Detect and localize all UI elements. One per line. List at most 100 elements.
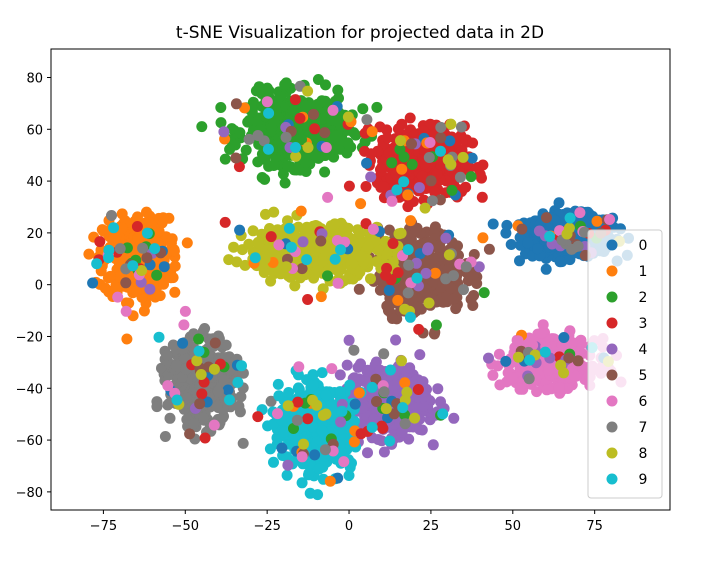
point-class-3 — [219, 216, 231, 228]
point-class-9 — [296, 477, 308, 489]
point-class-4 — [420, 267, 432, 279]
point-class-7 — [319, 444, 331, 456]
point-class-8 — [457, 151, 469, 163]
point-class-1 — [429, 267, 441, 279]
point-class-4 — [448, 412, 460, 424]
point-class-8 — [243, 238, 255, 250]
point-class-4 — [414, 349, 426, 361]
point-class-0 — [522, 237, 534, 249]
point-class-1 — [366, 126, 378, 138]
point-class-1 — [355, 198, 367, 210]
point-class-2 — [215, 102, 227, 113]
point-class-1 — [396, 163, 408, 175]
point-class-5 — [388, 408, 400, 420]
point-class-2 — [300, 157, 311, 169]
point-class-5 — [141, 252, 153, 264]
point-class-8 — [247, 225, 259, 237]
point-class-5 — [194, 398, 206, 410]
point-class-0 — [466, 152, 478, 164]
point-class-8 — [302, 85, 314, 97]
point-class-9 — [285, 241, 297, 253]
point-class-9 — [303, 467, 315, 479]
point-class-7 — [378, 348, 390, 360]
point-class-1 — [591, 215, 603, 227]
point-class-7 — [280, 131, 292, 143]
point-class-1 — [138, 305, 150, 317]
point-class-8 — [393, 228, 405, 240]
point-class-6 — [494, 379, 506, 391]
point-class-9 — [316, 425, 328, 437]
point-class-8 — [334, 265, 345, 277]
point-class-7 — [170, 360, 182, 372]
point-class-1 — [315, 291, 327, 303]
point-class-7 — [378, 386, 390, 398]
point-class-4 — [413, 182, 425, 194]
point-class-1 — [116, 222, 128, 234]
point-class-8 — [208, 363, 220, 375]
point-class-5 — [434, 194, 446, 206]
point-class-0 — [500, 355, 512, 367]
point-class-8 — [419, 202, 431, 214]
point-class-6 — [327, 104, 339, 116]
point-class-4 — [378, 446, 390, 458]
point-class-4 — [396, 426, 408, 438]
point-class-4 — [362, 447, 373, 459]
point-class-8 — [423, 297, 435, 309]
point-class-2 — [266, 122, 278, 134]
point-class-3 — [378, 181, 390, 193]
point-class-5 — [572, 355, 584, 367]
point-class-7 — [212, 386, 224, 398]
point-class-0 — [222, 384, 234, 396]
point-class-1 — [110, 282, 122, 294]
point-class-6 — [541, 384, 553, 396]
point-class-0 — [87, 277, 99, 289]
point-class-8 — [191, 355, 203, 367]
point-class-0 — [487, 218, 499, 230]
point-class-2 — [224, 143, 236, 155]
point-class-7 — [448, 270, 459, 282]
point-class-3 — [413, 323, 425, 335]
point-class-8 — [372, 244, 384, 256]
point-class-4 — [352, 361, 364, 373]
point-class-0 — [361, 157, 373, 169]
point-class-3 — [309, 123, 321, 135]
point-class-3 — [392, 267, 404, 279]
point-class-3 — [360, 181, 372, 192]
point-class-2 — [253, 81, 265, 93]
point-class-0 — [444, 135, 456, 147]
point-class-8 — [354, 227, 366, 239]
point-class-3 — [289, 94, 301, 106]
point-class-7 — [211, 400, 223, 412]
point-class-9 — [316, 367, 328, 379]
point-class-5 — [465, 293, 477, 305]
point-class-2 — [234, 127, 246, 139]
point-class-1 — [83, 248, 95, 260]
point-class-7 — [167, 339, 179, 351]
point-class-3 — [460, 181, 472, 193]
point-class-9 — [397, 402, 409, 414]
point-class-6 — [338, 456, 350, 468]
point-class-8 — [320, 408, 332, 420]
point-class-2 — [240, 144, 252, 156]
point-class-9 — [149, 243, 161, 255]
point-class-4 — [218, 126, 230, 138]
point-class-7 — [265, 395, 277, 407]
point-class-3 — [252, 411, 264, 423]
point-class-0 — [564, 254, 576, 266]
point-class-0 — [158, 261, 170, 273]
point-class-1 — [96, 224, 108, 236]
point-class-8 — [302, 142, 314, 153]
point-class-2 — [406, 159, 418, 170]
point-class-5 — [435, 132, 447, 144]
point-class-5 — [412, 301, 424, 312]
point-class-5 — [406, 138, 417, 150]
point-class-3 — [474, 168, 486, 180]
point-class-5 — [425, 175, 437, 187]
point-class-7 — [137, 242, 149, 254]
point-class-2 — [277, 168, 289, 180]
point-class-0 — [383, 284, 395, 296]
point-class-7 — [162, 399, 174, 411]
point-class-1 — [166, 233, 178, 245]
point-class-5 — [386, 313, 398, 324]
point-class-8 — [365, 273, 376, 285]
